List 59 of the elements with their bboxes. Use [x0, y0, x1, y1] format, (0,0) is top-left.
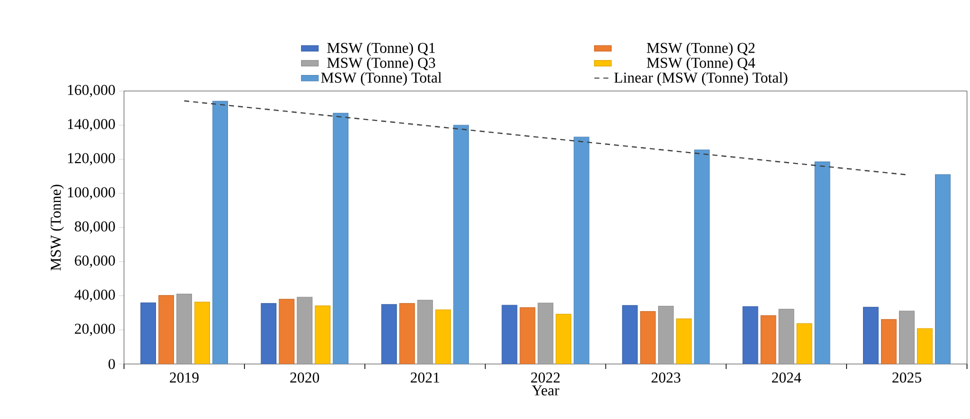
bar	[760, 315, 776, 364]
y-tick-label: 0	[108, 358, 115, 370]
legend-label: Linear (MSW (Tonne) Total)	[614, 72, 788, 86]
y-tick-label: 160,000	[68, 84, 115, 98]
legend-label: MSW (Tonne) Total	[321, 72, 442, 86]
legend-label: MSW (Tonne) Q2	[646, 42, 755, 56]
legend-label: MSW (Tonne) Q1	[327, 42, 435, 56]
y-tick-label: 20,000	[74, 324, 115, 336]
bar	[332, 112, 348, 364]
bar	[176, 294, 192, 364]
bar	[814, 162, 830, 364]
y-tick-label: 40,000	[74, 290, 115, 302]
x-tick-label: 2022	[531, 372, 560, 383]
bar	[574, 136, 590, 364]
bar	[934, 174, 951, 364]
bar	[640, 311, 656, 364]
y-tick-label: 140,000	[68, 118, 115, 132]
x-tick-label: 2021	[410, 372, 440, 383]
x-tick-label: 2023	[652, 372, 680, 383]
bar	[694, 150, 710, 364]
bar	[278, 298, 294, 364]
bar	[520, 307, 536, 364]
y-tick-label: 80,000	[74, 221, 115, 234]
y-axis-title: MSW (Tonne)	[50, 184, 64, 270]
bar	[453, 124, 469, 364]
x-axis-title: Year	[532, 385, 560, 396]
y-tick-label: 60,000	[74, 255, 115, 268]
legend-label: MSW (Tonne) Q3	[327, 57, 436, 71]
bar	[916, 328, 933, 364]
bar	[314, 306, 330, 364]
bar	[862, 306, 879, 364]
bar	[658, 306, 674, 364]
bar	[538, 302, 554, 364]
bar	[742, 306, 758, 364]
x-tick-label: 2024	[772, 372, 802, 383]
x-tick-label: 2025	[892, 372, 922, 383]
bar	[260, 303, 276, 364]
bar	[898, 310, 915, 364]
bar	[417, 300, 433, 364]
bar	[502, 304, 518, 364]
bar	[556, 314, 572, 364]
bar	[194, 302, 210, 364]
y-tick-label: 100,000	[68, 187, 115, 200]
x-tick-label: 2020	[290, 372, 320, 383]
bar	[381, 304, 397, 364]
bar	[296, 296, 312, 364]
bar	[880, 319, 897, 364]
bar	[622, 305, 638, 364]
bar	[212, 100, 228, 364]
legend-label: MSW (Tonne) Q4	[646, 57, 756, 71]
x-tick-label: 2019	[170, 372, 199, 383]
bar	[796, 323, 812, 364]
bar	[676, 318, 692, 364]
bar	[778, 308, 794, 364]
bar	[140, 302, 156, 364]
y-tick-label: 120,000	[68, 153, 115, 166]
bar	[435, 309, 451, 364]
bar	[399, 303, 415, 364]
bar	[158, 295, 174, 364]
